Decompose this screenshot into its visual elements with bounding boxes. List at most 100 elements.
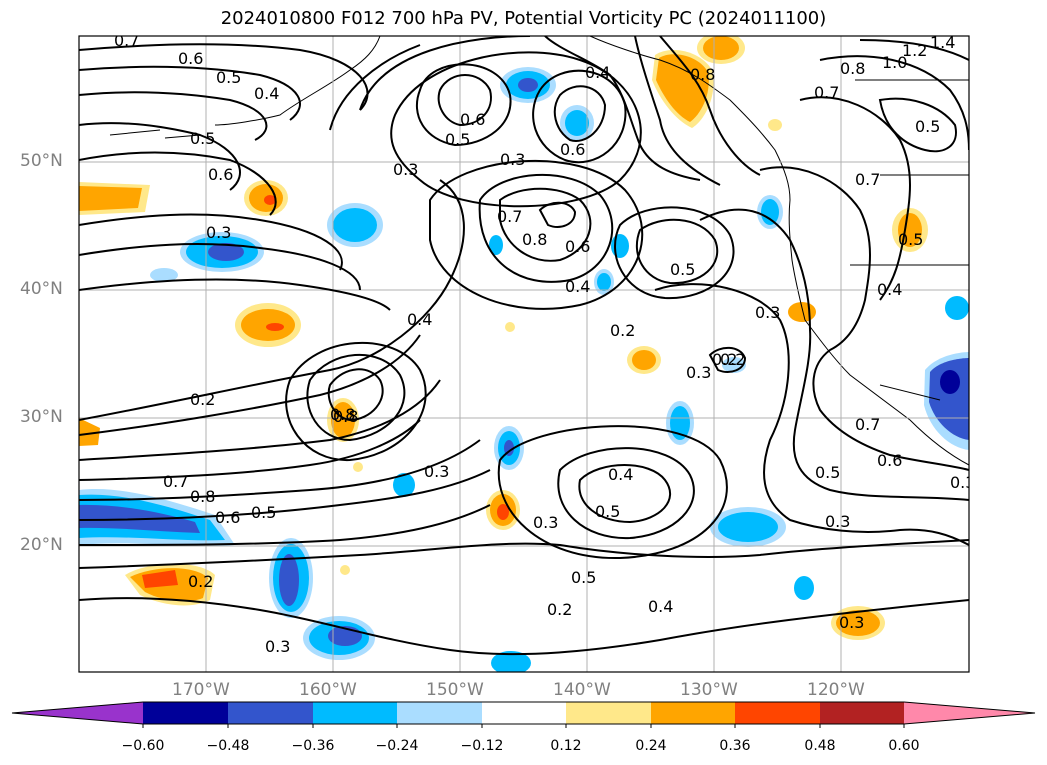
shade-neg xyxy=(150,268,178,282)
shade-neg xyxy=(333,208,377,242)
contour-label: 0.6 xyxy=(215,508,240,527)
contour-label: 1.4 xyxy=(930,33,955,52)
lon-label: 130°W xyxy=(680,680,738,700)
colorbar-tick-label: −0.24 xyxy=(375,738,419,754)
contour-label: 0.3 xyxy=(393,160,418,179)
lon-label: 150°W xyxy=(426,680,484,700)
colorbar-tick-label: 0.12 xyxy=(550,738,582,754)
shade-neg xyxy=(670,406,690,440)
contour-label: 0.8 xyxy=(840,59,865,78)
contour-label: 0.3 xyxy=(839,613,864,632)
shade-neg xyxy=(611,234,629,258)
shade-neg xyxy=(208,243,244,261)
contour-label: 0.5 xyxy=(815,463,840,482)
contour-label: 0.4 xyxy=(648,597,673,616)
shade-pos xyxy=(632,350,656,370)
shade-pos xyxy=(331,402,355,438)
contour-label: 0.7 xyxy=(855,415,880,434)
shade-pos xyxy=(142,570,178,588)
colorbar-segment xyxy=(397,702,482,724)
map-border xyxy=(78,35,970,673)
shade-neg xyxy=(945,296,969,320)
lon-label: 140°W xyxy=(553,680,611,700)
contour-label: 0.3 xyxy=(533,513,558,532)
colorbar-tick-label: −0.48 xyxy=(206,738,250,754)
contour-label: 1.2 xyxy=(902,41,927,60)
shade-neg xyxy=(393,473,415,497)
contour-label: 0.2 xyxy=(610,321,635,340)
contour-label: 0.2 xyxy=(720,350,745,369)
shade-pos xyxy=(788,302,816,322)
contour-label: 0.3 xyxy=(950,473,975,492)
shade-neg xyxy=(718,512,778,542)
colorbar-tick-label: 0.24 xyxy=(635,738,667,754)
map-title: 2024010800 F012 700 hPa PV, Potential Vo… xyxy=(220,8,827,29)
contour-label: 0.5 xyxy=(251,503,276,522)
contour-label: 0.7 xyxy=(855,170,880,189)
contour-label: 0.5 xyxy=(445,130,470,149)
shade-pos xyxy=(353,462,363,472)
shade-pos xyxy=(79,418,100,446)
contour-label: 0.4 xyxy=(254,84,279,103)
contour-label: 0.5 xyxy=(216,68,241,87)
colorbar-extend-min xyxy=(12,702,143,724)
lon-label: 160°W xyxy=(299,680,357,700)
contour-label: 0.5 xyxy=(571,568,596,587)
contour-label: 0.3 xyxy=(424,462,449,481)
contour-label: 0.4 xyxy=(407,310,432,329)
shade-neg xyxy=(597,273,611,291)
colorbar-segment xyxy=(820,702,904,724)
colorbar-segment xyxy=(228,702,313,724)
contour-label: 0.3 xyxy=(265,637,290,656)
contour-label: 0.2 xyxy=(188,572,213,591)
shade-pos xyxy=(505,322,515,332)
contour-label: 0.3 xyxy=(686,363,711,382)
colorbar-tick-label: 0.48 xyxy=(804,738,836,754)
map-background xyxy=(79,36,969,672)
shade-pos xyxy=(768,119,782,131)
colorbar-segment xyxy=(143,702,228,724)
contour-label: 0.8 xyxy=(190,487,215,506)
pv-shading xyxy=(79,36,969,672)
contour-label: 0.2 xyxy=(190,390,215,409)
contour-label: 0.2 xyxy=(547,600,572,619)
shade-neg xyxy=(761,199,779,225)
colorbar-segment xyxy=(566,702,651,724)
contour-label: 0.3 xyxy=(206,223,231,242)
shade-neg xyxy=(518,78,538,92)
contour-label: 0.8 xyxy=(522,230,547,249)
colorbar-tick-label: 0.36 xyxy=(719,738,751,754)
contour-labels: 0.7 0.6 0.5 0.4 0.5 0.6 0.3 0.3 0.2 0.8 … xyxy=(114,31,975,656)
contour-label: 0.4 xyxy=(565,277,590,296)
shade-pos xyxy=(497,504,509,520)
shade-neg xyxy=(279,554,299,606)
colorbar-segment xyxy=(482,702,566,724)
contour-label: 0.5 xyxy=(595,502,620,521)
contour-label: 0.7 xyxy=(497,207,522,226)
contour-label: 0.5 xyxy=(915,117,940,136)
colorbar-segment xyxy=(735,702,820,724)
contour-label: 0.6 xyxy=(208,165,233,184)
colorbar-tick-label: −0.12 xyxy=(460,738,504,754)
contour-label: 0.5 xyxy=(898,230,923,249)
shade-pos xyxy=(340,565,350,575)
contour-label: 0.4 xyxy=(608,465,633,484)
contour-label: 0.2 xyxy=(712,350,737,369)
colorbar-extend-max xyxy=(904,702,1035,724)
shade-neg xyxy=(489,235,503,255)
contour-label: 0.6 xyxy=(877,451,902,470)
contour-label: 1.0 xyxy=(882,53,907,72)
contour-label: 0.8 xyxy=(333,407,358,426)
shade-pos xyxy=(836,610,880,636)
colorbar-segment xyxy=(651,702,735,724)
contour-label: 0.6 xyxy=(565,237,590,256)
contour-label: 0.6 xyxy=(560,140,585,159)
colorbar-tick-label: −0.36 xyxy=(291,738,335,754)
contour-label: 0.8 xyxy=(330,405,355,424)
map-content: 0.7 0.6 0.5 0.4 0.5 0.6 0.3 0.3 0.2 0.8 … xyxy=(79,31,975,672)
contour-label: 0.5 xyxy=(190,129,215,148)
contour-label: 0.7 xyxy=(114,31,139,50)
contour-label: 0.3 xyxy=(755,303,780,322)
lat-label: 50°N xyxy=(20,151,63,171)
